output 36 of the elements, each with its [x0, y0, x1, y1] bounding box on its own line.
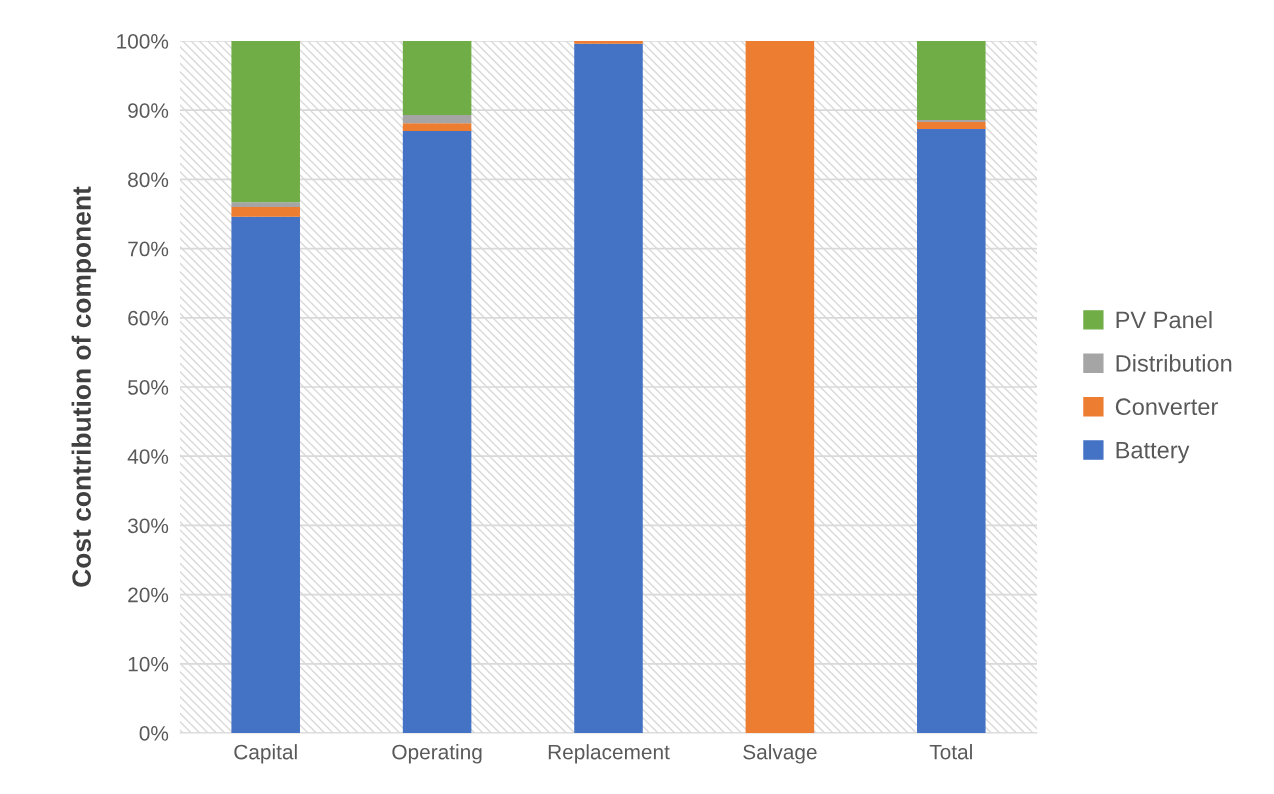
- y-tick-label: 20%: [128, 587, 169, 603]
- y-tick-label: 50%: [128, 380, 169, 395]
- legend-label: Converter: [1115, 398, 1218, 416]
- legend-label: Distribution: [1116, 354, 1232, 372]
- bar: [402, 41, 472, 116]
- bar: [231, 216, 300, 733]
- y-tick-label: 70%: [128, 241, 169, 257]
- bar: [402, 130, 472, 733]
- legend-label: PV Panel: [1116, 310, 1212, 329]
- y-tick-label: 30%: [127, 518, 169, 534]
- x-tick-label: Salvage: [743, 744, 817, 764]
- y-axis-title: Cost contribution of component: [71, 186, 97, 587]
- bar: [231, 207, 300, 217]
- x-tick-label: Operating: [392, 744, 482, 764]
- y-tick-label: 80%: [128, 172, 169, 188]
- legend-label: Battery: [1116, 442, 1190, 464]
- x-tick-label: Replacement: [548, 744, 670, 764]
- y-tick-label: 10%: [128, 656, 169, 672]
- y-tick-label: 60%: [128, 310, 169, 326]
- bar: [231, 41, 300, 203]
- bar: [402, 115, 472, 124]
- bar: [574, 43, 643, 733]
- bar: [231, 202, 300, 208]
- x-tick-label: Total: [929, 744, 972, 760]
- bar: [917, 41, 986, 120]
- bar: [402, 123, 472, 131]
- bar: [917, 121, 986, 129]
- y-tick-label: 0%: [139, 726, 169, 741]
- bar: [574, 41, 643, 44]
- y-tick-label: 40%: [127, 449, 169, 464]
- bar: [917, 128, 986, 733]
- y-tick-label: 90%: [128, 103, 169, 118]
- y-tick-label: 100%: [117, 34, 169, 49]
- bar: [745, 41, 815, 733]
- x-tick-label: Capital: [234, 744, 297, 764]
- bar: [917, 119, 986, 122]
